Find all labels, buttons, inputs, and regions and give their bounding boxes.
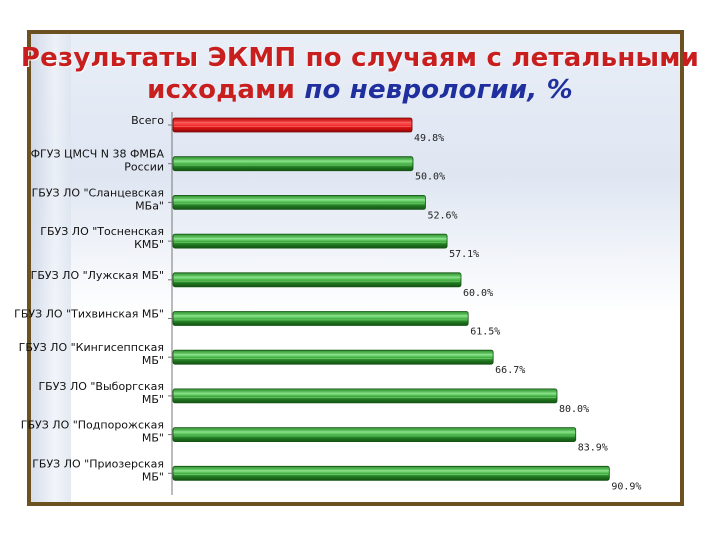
category-label: ГБУЗ ЛО "Сланцевская <box>32 186 164 199</box>
bar <box>172 465 610 481</box>
data-label: 57.1% <box>449 249 479 260</box>
bar <box>172 233 448 249</box>
bar <box>172 388 558 404</box>
category-label: МБ" <box>142 393 164 406</box>
category-label: ГБУЗ ЛО "Выборгская <box>38 380 164 393</box>
category-label: ГБУЗ ЛО "Тосненская <box>40 225 164 238</box>
data-label: 60.0% <box>463 288 493 299</box>
data-label: 83.9% <box>578 443 608 454</box>
title-line-2: исходами по неврологии, % <box>0 74 720 106</box>
title-line-2-part-b: по неврологии, % <box>304 75 573 105</box>
bar <box>172 156 414 172</box>
category-label: ГБУЗ ЛО "Тихвинская МБ" <box>14 308 164 321</box>
category-label: ГБУЗ ЛО "Лужская МБ" <box>31 269 164 282</box>
bar-total <box>172 117 413 133</box>
data-label: 61.5% <box>470 327 500 338</box>
category-label: МБ" <box>142 354 164 367</box>
title-line-2-part-a: исходами <box>147 75 296 105</box>
bar <box>172 349 494 365</box>
data-label: 80.0% <box>559 404 589 415</box>
category-label: МБ" <box>142 432 164 445</box>
category-label: ФГУЗ ЦМСЧ N 38 ФМБА <box>31 148 165 161</box>
bar <box>172 194 426 210</box>
category-label: ГБУЗ ЛО "Приозерская <box>32 457 164 470</box>
data-label: 52.6% <box>427 210 457 221</box>
bar <box>172 427 577 443</box>
data-label: 50.0% <box>415 172 445 183</box>
chart-title: Результаты ЭКМП по случаям с летальными … <box>0 42 720 106</box>
category-label: ГБУЗ ЛО "Подпорожская <box>21 419 164 432</box>
title-line-1: Результаты ЭКМП по случаям с летальными <box>20 43 700 73</box>
category-label: КМБ" <box>134 238 164 251</box>
slide-frame <box>27 30 684 506</box>
category-label: ГБУЗ ЛО "Кингисеппская <box>19 341 164 354</box>
category-label: МБа" <box>135 199 164 212</box>
category-label: Всего <box>131 114 164 127</box>
category-label: России <box>124 161 164 174</box>
data-label: 66.7% <box>495 365 525 376</box>
data-label: 49.8% <box>414 133 444 144</box>
data-label: 90.9% <box>611 481 641 492</box>
bar <box>172 311 469 326</box>
decorative-column <box>31 34 71 502</box>
bar <box>172 272 462 288</box>
category-label: МБ" <box>142 470 164 483</box>
